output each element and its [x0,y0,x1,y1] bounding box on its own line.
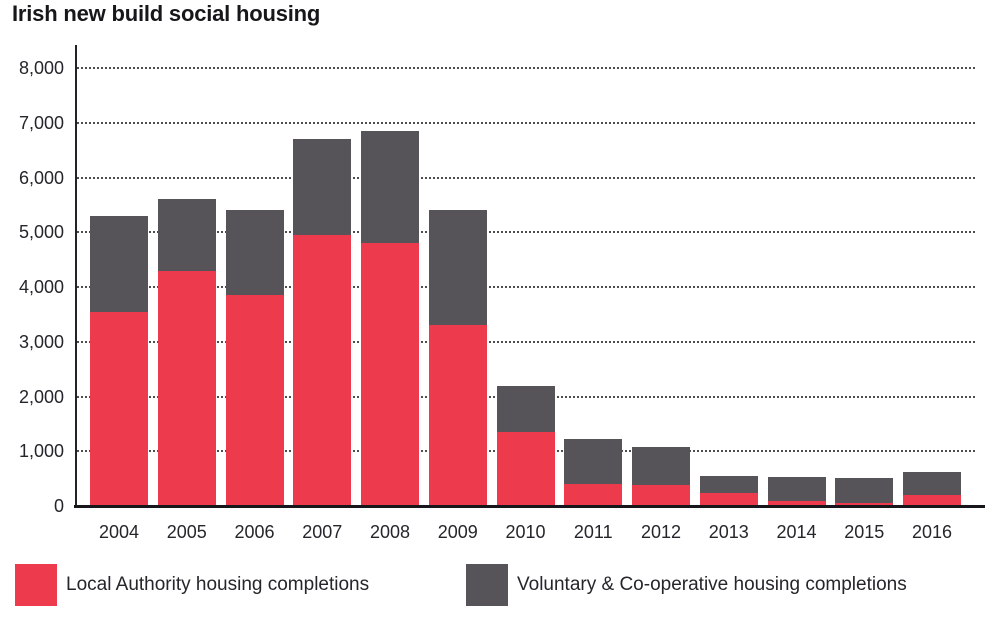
gridline-3000 [77,340,975,343]
chart-title: Irish new build social housing [12,1,321,26]
x-tick-label: 2009 [437,522,478,542]
bar-segment-voluntary-2015 [835,478,894,503]
gridline-4000 [77,286,975,288]
gridline-8000 [77,67,975,69]
x-tick-label: 2012 [640,522,682,542]
y-tick-label: 2,000 [18,386,64,407]
gridline-6000 [77,176,975,179]
x-tick-label: 2005 [166,522,207,542]
gridline-5000 [77,231,975,234]
bar-segment-voluntary-2014 [767,476,826,502]
bar-segment-voluntary-2016 [903,472,961,496]
gridline-7000 [77,121,975,124]
legend-item-voluntary: Voluntary & Co-operative housing complet… [466,562,907,607]
bar-segment-local-authority-2004 [90,311,148,506]
bar-segment-voluntary-2008 [361,130,419,244]
bar-segment-local-authority-2012 [632,484,690,506]
x-tick-label: 2013 [708,522,749,542]
y-tick-label: 3,000 [18,331,64,352]
y-tick-label: 5,000 [18,222,64,243]
x-tick-label: 2007 [302,522,343,542]
bar-segment-local-authority-2008 [361,243,419,506]
bar-segment-voluntary-2010 [496,385,555,432]
x-tick-label: 2014 [776,522,817,542]
legend: Local Authority housing completions Volu… [0,562,1000,607]
y-tick-label: 6,000 [18,167,64,188]
legend-item-local-authority: Local Authority housing completions [15,562,369,607]
bar-segment-voluntary-2012 [632,447,690,485]
x-axis-line [74,505,985,508]
x-tick-label: 2011 [573,522,613,542]
y-tick-label: 7,000 [18,112,64,133]
legend-label-local-authority: Local Authority housing completions [66,573,370,595]
legend-swatch-voluntary [466,563,508,606]
bar-segment-local-authority-2007 [293,234,352,506]
bar-segment-local-authority-2009 [428,325,487,506]
bar-segment-voluntary-2011 [564,439,623,484]
bar-segment-local-authority-2010 [496,431,555,506]
bar-segment-voluntary-2005 [157,199,216,271]
bar-segment-local-authority-2014 [767,501,826,506]
x-tick-label: 2015 [844,522,885,542]
legend-label-voluntary: Voluntary & Co-operative housing complet… [517,573,907,595]
x-tick-label: 2010 [505,522,546,542]
bar-segment-local-authority-2016 [903,495,961,506]
y-tick-label: 4,000 [18,277,64,297]
x-tick-label: 2016 [911,522,953,542]
bar-segment-voluntary-2004 [90,215,148,312]
bar-segment-local-authority-2006 [225,295,284,506]
bar-segment-voluntary-2013 [699,475,758,494]
legend-swatch-local-authority [15,563,57,606]
bar-segment-local-authority-2011 [564,483,623,506]
x-tick-label: 2004 [98,522,140,542]
bar-segment-voluntary-2007 [293,139,352,235]
bar-segment-local-authority-2013 [699,493,758,506]
y-axis-line [75,45,77,508]
y-tick-label: 0 [53,496,64,516]
y-tick-label: 8,000 [18,58,64,78]
bar-segment-voluntary-2009 [428,210,487,326]
y-tick-label: 1,000 [18,441,64,462]
x-tick-label: 2008 [369,522,411,542]
bar-segment-voluntary-2006 [225,210,284,296]
bar-segment-local-authority-2015 [835,502,894,506]
bar-segment-local-authority-2005 [157,270,216,506]
x-tick-label: 2006 [234,522,275,542]
